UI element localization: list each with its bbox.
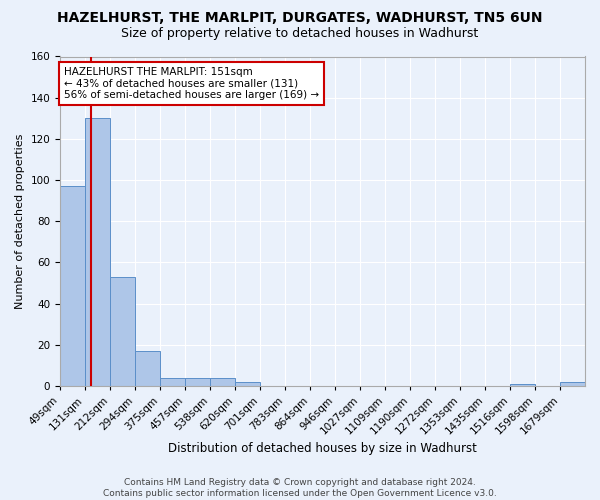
Bar — [110, 277, 135, 386]
Bar — [560, 382, 585, 386]
X-axis label: Distribution of detached houses by size in Wadhurst: Distribution of detached houses by size … — [168, 442, 477, 455]
Text: Size of property relative to detached houses in Wadhurst: Size of property relative to detached ho… — [121, 28, 479, 40]
Y-axis label: Number of detached properties: Number of detached properties — [15, 134, 25, 309]
Text: HAZELHURST, THE MARLPIT, DURGATES, WADHURST, TN5 6UN: HAZELHURST, THE MARLPIT, DURGATES, WADHU… — [57, 12, 543, 26]
Bar — [210, 378, 235, 386]
Bar — [510, 384, 535, 386]
Bar — [185, 378, 210, 386]
Bar — [160, 378, 185, 386]
Text: HAZELHURST THE MARLPIT: 151sqm
← 43% of detached houses are smaller (131)
56% of: HAZELHURST THE MARLPIT: 151sqm ← 43% of … — [64, 67, 319, 100]
Bar — [85, 118, 110, 386]
Text: Contains HM Land Registry data © Crown copyright and database right 2024.
Contai: Contains HM Land Registry data © Crown c… — [103, 478, 497, 498]
Bar — [235, 382, 260, 386]
Bar — [60, 186, 85, 386]
Bar — [135, 351, 160, 386]
